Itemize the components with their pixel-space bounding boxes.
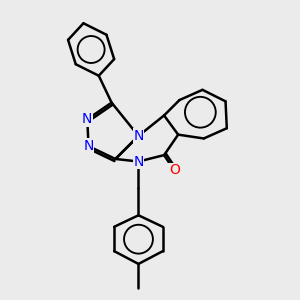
Text: O: O [169, 164, 180, 178]
Text: N: N [82, 112, 92, 126]
Text: N: N [83, 139, 94, 153]
Text: N: N [133, 129, 144, 143]
Text: N: N [133, 154, 144, 169]
